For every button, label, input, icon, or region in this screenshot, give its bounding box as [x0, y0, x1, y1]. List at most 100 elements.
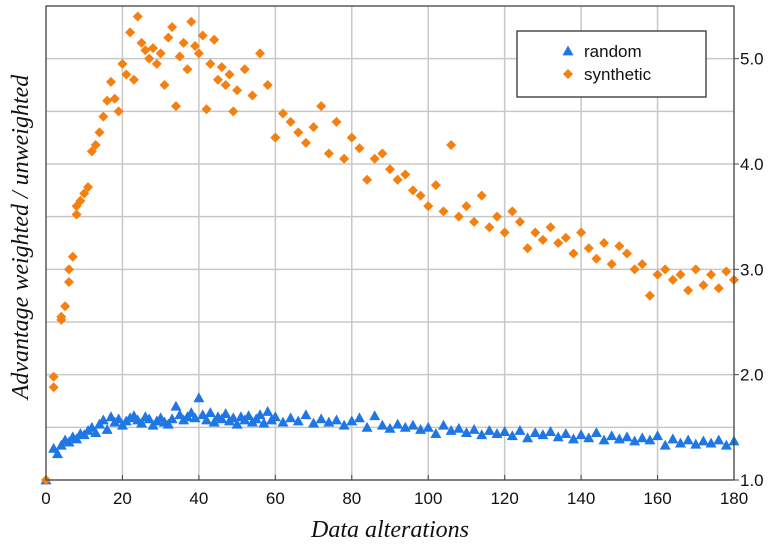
- synthetic-point: [83, 182, 94, 193]
- synthetic-point: [148, 43, 159, 54]
- random-point: [90, 427, 102, 437]
- synthetic-point: [140, 45, 151, 56]
- legend-label-synthetic: synthetic: [584, 65, 652, 84]
- synthetic-point: [232, 85, 243, 96]
- random-point: [438, 419, 450, 430]
- y-axis-ticks: 1.0 2.0 3.0 4.0 5.0: [734, 50, 764, 490]
- synthetic-point: [438, 206, 449, 217]
- synthetic-point: [90, 140, 101, 151]
- synthetic-point: [193, 48, 204, 59]
- random-point: [499, 426, 511, 436]
- synthetic-point: [560, 232, 571, 243]
- synthetic-point: [637, 259, 648, 270]
- synthetic-point: [706, 269, 717, 280]
- synthetic-point: [415, 190, 426, 201]
- synthetic-point: [346, 132, 357, 143]
- synthetic-point: [392, 174, 403, 185]
- random-point: [407, 419, 419, 430]
- synthetic-point: [553, 238, 564, 248]
- random-point: [468, 423, 480, 434]
- synthetic-point: [683, 285, 694, 296]
- random-point: [682, 434, 694, 445]
- synthetic-point: [644, 290, 655, 301]
- synthetic-point: [461, 201, 472, 212]
- synthetic-point: [144, 53, 155, 64]
- random-point: [292, 415, 304, 426]
- random-point: [453, 422, 465, 433]
- random-point: [659, 439, 671, 450]
- x-axis-ticks: 0 20 40 60 80 100 120 140 160 180: [41, 475, 748, 508]
- synthetic-point: [675, 269, 686, 280]
- synthetic-point: [228, 106, 239, 117]
- random-point: [338, 419, 350, 430]
- synthetic-point: [216, 62, 227, 73]
- synthetic-point: [79, 188, 90, 199]
- x-tick-label: 60: [266, 489, 285, 508]
- random-point: [376, 419, 388, 430]
- random-point: [606, 430, 618, 441]
- random-point: [285, 412, 297, 423]
- random-point: [369, 410, 381, 421]
- random-point: [193, 392, 205, 403]
- x-axis-title: Data alterations: [310, 517, 469, 543]
- synthetic-point: [209, 34, 220, 45]
- synthetic-point: [469, 216, 480, 227]
- random-point: [621, 431, 633, 442]
- synthetic-point: [205, 58, 216, 69]
- synthetic-point: [621, 248, 632, 259]
- random-point: [514, 424, 526, 435]
- synthetic-point: [446, 140, 457, 151]
- series-layer: [40, 11, 740, 485]
- y-tick-label: 1.0: [740, 471, 764, 490]
- random-point: [636, 432, 648, 443]
- synthetic-point: [591, 253, 602, 264]
- synthetic-point: [453, 211, 464, 222]
- random-point: [644, 434, 656, 445]
- synthetic-point: [75, 195, 86, 206]
- random-point: [353, 412, 365, 423]
- synthetic-point: [484, 222, 495, 233]
- random-point: [269, 411, 281, 422]
- synthetic-point: [400, 169, 411, 180]
- synthetic-point: [476, 190, 487, 201]
- synthetic-point: [178, 37, 189, 48]
- synthetic-point: [201, 104, 212, 115]
- random-point: [598, 434, 610, 445]
- random-point: [262, 406, 274, 416]
- synthetic-point: [48, 382, 59, 393]
- synthetic-point: [128, 74, 139, 85]
- synthetic-point: [125, 27, 136, 38]
- x-tick-label: 40: [189, 489, 208, 508]
- x-tick-label: 100: [414, 489, 442, 508]
- synthetic-point: [56, 311, 67, 322]
- random-point: [652, 430, 664, 441]
- synthetic-point: [186, 16, 197, 27]
- random-point: [384, 422, 396, 433]
- synthetic-point: [98, 111, 109, 122]
- y-axis-title: Advantage weighted / unweighted: [8, 74, 34, 402]
- random-point: [346, 415, 358, 426]
- synthetic-point: [323, 148, 334, 159]
- synthetic-point: [698, 280, 709, 291]
- synthetic-point: [568, 248, 579, 259]
- random-point: [697, 435, 709, 446]
- random-point: [243, 410, 255, 421]
- synthetic-point: [629, 264, 640, 275]
- legend-box: [516, 30, 707, 98]
- synthetic-point: [220, 80, 231, 90]
- random-point: [220, 408, 232, 419]
- random-point: [254, 409, 266, 420]
- random-point: [162, 418, 174, 429]
- synthetic-point: [67, 251, 78, 262]
- synthetic-point: [213, 74, 223, 85]
- random-point: [208, 416, 220, 427]
- random-point: [166, 413, 178, 424]
- random-point: [460, 427, 472, 437]
- random-point: [330, 414, 342, 425]
- synthetic-point: [48, 371, 59, 382]
- series-synthetic: [41, 11, 739, 485]
- synthetic-point: [151, 58, 162, 69]
- random-point: [51, 448, 63, 459]
- series-random: [40, 392, 740, 485]
- synthetic-point: [576, 227, 587, 238]
